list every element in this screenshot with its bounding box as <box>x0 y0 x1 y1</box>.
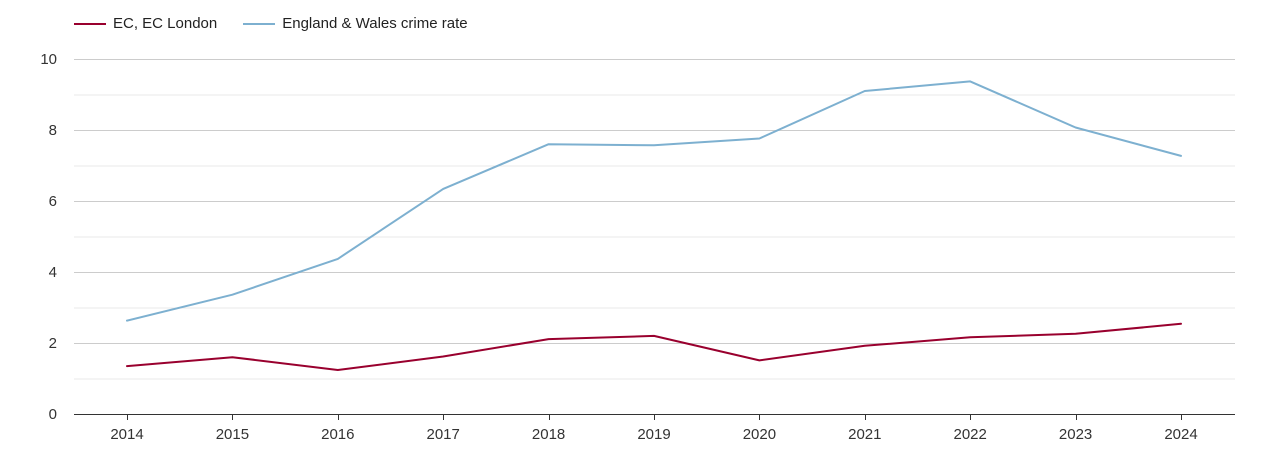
x-tick-label: 2022 <box>954 426 987 443</box>
x-tick-label: 2018 <box>532 426 565 443</box>
legend-label-england-wales: England & Wales crime rate <box>282 15 468 32</box>
y-tick-label: 4 <box>49 264 57 281</box>
legend-swatch-england-wales <box>243 22 276 25</box>
x-tick-label: 2021 <box>848 426 881 443</box>
y-tick-label: 6 <box>49 193 57 210</box>
x-tick-label: 2014 <box>110 426 143 443</box>
x-tick-label: 2019 <box>637 426 670 443</box>
series-line-england-wales <box>126 80 1182 322</box>
legend-swatch-ec-london <box>74 22 106 25</box>
y-tick-label: 8 <box>49 122 57 139</box>
y-tick-label: 10 <box>40 51 57 68</box>
legend-item-england-wales[interactable]: England & Wales crime rate <box>243 15 468 32</box>
y-tick-label: 0 <box>49 406 57 423</box>
chart-legend: EC, EC London England & Wales crime rate <box>74 15 494 32</box>
legend-item-ec-london[interactable]: EC, EC London <box>74 15 217 32</box>
x-tick-label: 2017 <box>427 426 460 443</box>
x-tick-label: 2024 <box>1164 426 1197 443</box>
x-tick-label: 2015 <box>216 426 249 443</box>
x-tick-label: 2023 <box>1059 426 1092 443</box>
series-line-ec-london <box>126 322 1182 371</box>
y-tick-label: 2 <box>49 335 57 352</box>
legend-label-ec-london: EC, EC London <box>113 15 218 32</box>
x-tick-label: 2020 <box>743 426 776 443</box>
x-tick-label: 2016 <box>321 426 354 443</box>
